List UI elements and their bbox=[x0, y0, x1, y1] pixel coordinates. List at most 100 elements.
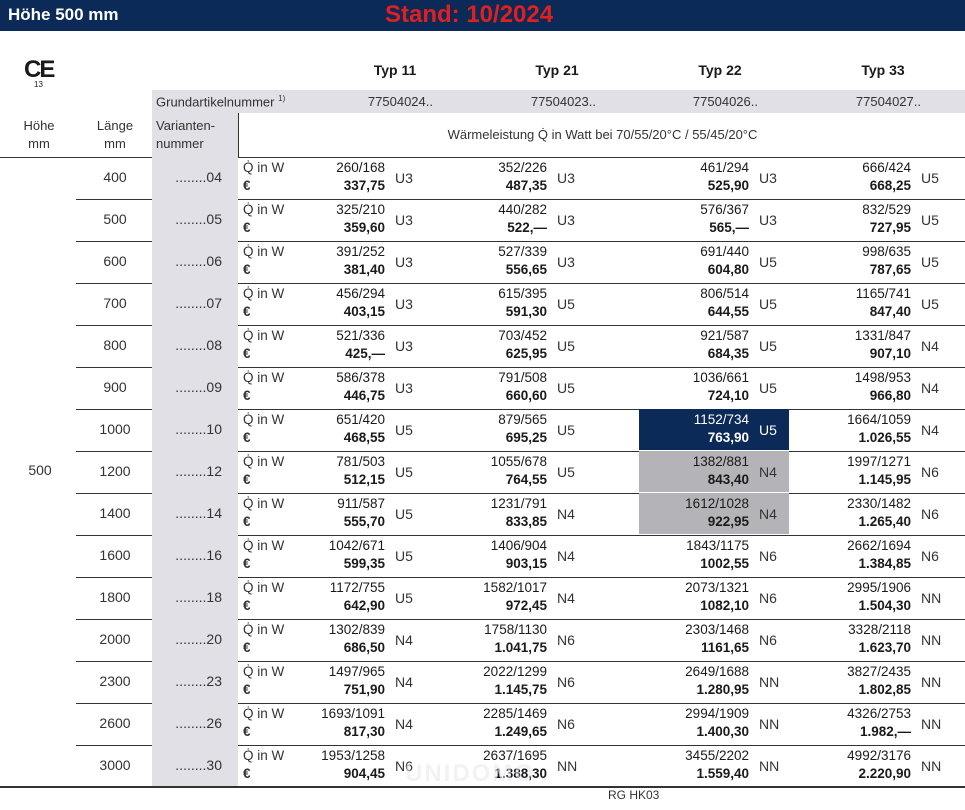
variant-number: ........08 bbox=[175, 337, 222, 353]
price-cell: 1172/755 642,90 U5 bbox=[275, 577, 433, 619]
euro-label: € bbox=[243, 346, 251, 361]
ce-sub-label: 13 bbox=[34, 80, 43, 89]
header-vline bbox=[238, 113, 239, 157]
variant-header: Varianten-nummer bbox=[156, 118, 216, 151]
watt-value: 4992/3176 bbox=[847, 748, 911, 763]
price-cell: 1498/953 966,80 N4 bbox=[801, 367, 959, 409]
price-cell: 2995/1906 1.504,30 NN bbox=[801, 577, 959, 619]
price-value: 764,55 bbox=[505, 472, 547, 487]
price-cell: 2022/1299 1.145,75 N6 bbox=[437, 661, 595, 703]
connection-code: U5 bbox=[921, 212, 939, 228]
page-title: Höhe 500 mm bbox=[8, 5, 119, 24]
price-value: 359,60 bbox=[343, 220, 385, 235]
price-value: 1.400,30 bbox=[696, 724, 749, 739]
price-cell: 1165/741 847,40 U5 bbox=[801, 283, 959, 325]
price-value: 904,45 bbox=[343, 766, 385, 781]
price-value: 695,25 bbox=[505, 430, 547, 445]
connection-code: N6 bbox=[921, 548, 939, 564]
variant-number: ........16 bbox=[175, 547, 222, 563]
price-cell: 791/508 660,60 U5 bbox=[437, 367, 595, 409]
connection-code: U5 bbox=[557, 422, 575, 438]
connection-code: NN bbox=[921, 674, 942, 690]
watt-value: 651/420 bbox=[336, 412, 385, 427]
watt-value: 3328/2118 bbox=[848, 622, 911, 637]
row-divider bbox=[76, 661, 965, 662]
variant-header-bg bbox=[152, 113, 238, 157]
variant-cell-bg bbox=[152, 199, 238, 241]
connection-code: U5 bbox=[921, 254, 939, 270]
price-value: 751,90 bbox=[343, 682, 385, 697]
euro-label: € bbox=[243, 766, 251, 781]
price-value: 625,95 bbox=[505, 346, 547, 361]
watt-value: 691/440 bbox=[700, 244, 749, 259]
connection-code: U5 bbox=[395, 548, 413, 564]
height-value: 500 bbox=[28, 462, 52, 478]
price-value: 487,35 bbox=[505, 178, 547, 193]
price-value: 1.802,85 bbox=[858, 682, 911, 697]
price-value: 604,80 bbox=[707, 262, 749, 277]
watt-value: 1406/904 bbox=[490, 538, 547, 553]
watt-value: 521/336 bbox=[336, 328, 385, 343]
row-labels: Q̇ in W € bbox=[243, 705, 284, 741]
footer-code: RG HK03 bbox=[608, 788, 660, 802]
price-cell: 2994/1909 1.400,30 NN bbox=[639, 703, 797, 745]
watt-value: 2662/1694 bbox=[847, 538, 911, 553]
watt-value: 325/210 bbox=[336, 202, 385, 217]
watt-value: 921/587 bbox=[700, 328, 749, 343]
euro-label: € bbox=[243, 598, 251, 613]
variant-cell-bg bbox=[152, 745, 238, 787]
variant-cell-bg bbox=[152, 703, 238, 745]
connection-code: N4 bbox=[759, 506, 777, 522]
watt-value: 3455/2202 bbox=[685, 748, 749, 763]
table-row: 1000 ........10 Q̇ in W €651/420 468,55 U5 879… bbox=[0, 409, 965, 451]
table-row: 600 ........06 Q̇ in W €391/252 381,40 U3 527/… bbox=[0, 241, 965, 283]
watt-value: 1843/1175 bbox=[686, 538, 749, 553]
row-labels: Q̇ in W € bbox=[243, 453, 284, 489]
cell-bg bbox=[639, 409, 789, 450]
price-cell: 521/336 425,— U3 bbox=[275, 325, 433, 367]
connection-code: N4 bbox=[557, 548, 575, 564]
connection-code: U5 bbox=[395, 506, 413, 522]
connection-code: NN bbox=[921, 716, 942, 732]
price-value: 1082,10 bbox=[700, 598, 749, 613]
price-value: 727,95 bbox=[869, 220, 911, 235]
cell-bg bbox=[639, 451, 789, 492]
row-labels: Q̇ in W € bbox=[243, 159, 284, 195]
variant-number: ........06 bbox=[175, 253, 222, 269]
connection-code: N6 bbox=[921, 506, 939, 522]
grund-row-bg bbox=[152, 90, 965, 113]
connection-code: N4 bbox=[395, 632, 413, 648]
q-label: Q̇ in W bbox=[243, 622, 285, 637]
price-cell: 615/395 591,30 U5 bbox=[437, 283, 595, 325]
connection-code: U5 bbox=[759, 422, 777, 438]
connection-code: N4 bbox=[921, 422, 939, 438]
price-cell: 1382/881 843,40 N4 bbox=[639, 451, 797, 493]
price-value: 972,45 bbox=[505, 598, 547, 613]
euro-label: € bbox=[243, 640, 251, 655]
connection-code: U5 bbox=[759, 338, 777, 354]
length-value: 2300 bbox=[99, 673, 131, 689]
connection-code: U5 bbox=[395, 464, 413, 480]
price-cell: 325/210 359,60 U3 bbox=[275, 199, 433, 241]
table-row: 2300 ........23 Q̇ in W €1497/965 751,90 N4 20… bbox=[0, 661, 965, 703]
price-value: 599,35 bbox=[343, 556, 385, 571]
variant-cell-bg bbox=[152, 157, 238, 199]
euro-label: € bbox=[243, 724, 251, 739]
watt-value: 2285/1469 bbox=[483, 706, 547, 721]
variant-number: ........04 bbox=[175, 169, 222, 185]
watt-value: 1172/755 bbox=[329, 580, 385, 595]
watt-value: 1664/1059 bbox=[847, 412, 911, 427]
euro-label: € bbox=[243, 220, 251, 235]
row-divider bbox=[76, 325, 965, 326]
price-value: 642,90 bbox=[343, 598, 385, 613]
price-cell: 1843/1175 1002,55 N6 bbox=[639, 535, 797, 577]
price-value: 1.249,65 bbox=[494, 724, 547, 739]
price-value: 522,— bbox=[507, 220, 547, 235]
variant-number: ........20 bbox=[175, 631, 222, 647]
watt-value: 2994/1909 bbox=[685, 706, 749, 721]
price-cell: 576/367 565,— U3 bbox=[639, 199, 797, 241]
price-cell: 260/168 337,75 U3 bbox=[275, 157, 433, 199]
watt-value: 1758/1130 bbox=[484, 622, 547, 637]
row-divider bbox=[76, 241, 965, 242]
watt-value: 1055/678 bbox=[490, 454, 547, 469]
